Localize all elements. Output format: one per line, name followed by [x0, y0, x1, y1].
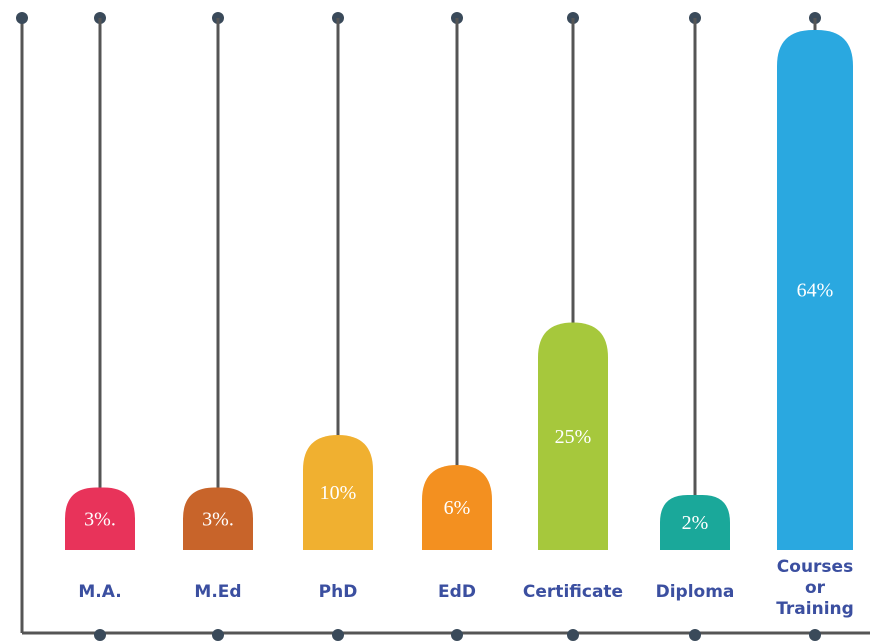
bar: [303, 435, 373, 550]
value-label: 6%: [444, 497, 471, 519]
dot: [809, 629, 821, 641]
category-label: Courses or Training: [776, 557, 854, 619]
category-label: M.A.: [78, 582, 122, 602]
dot: [451, 629, 463, 641]
category-label: Certificate: [522, 582, 624, 602]
category-label: Diploma: [655, 582, 735, 602]
dot: [94, 629, 106, 641]
dot: [16, 12, 28, 24]
dot: [689, 629, 701, 641]
value-label: 2%: [682, 512, 709, 534]
bar: [777, 30, 853, 550]
bar: [65, 487, 135, 550]
value-label: 25%: [555, 426, 592, 448]
category-label: EdD: [438, 582, 476, 602]
value-label: 64%: [797, 280, 834, 302]
bar: [660, 495, 730, 550]
bar: [422, 465, 492, 550]
dot: [332, 629, 344, 641]
value-label: 3%.: [202, 508, 234, 530]
bar: [183, 487, 253, 550]
category-label: M.Ed: [194, 582, 242, 602]
value-label: 3%.: [84, 508, 116, 530]
dot: [212, 629, 224, 641]
category-label: PhD: [318, 582, 358, 602]
value-label: 10%: [320, 482, 357, 504]
bar: [538, 322, 608, 550]
dot: [567, 629, 579, 641]
